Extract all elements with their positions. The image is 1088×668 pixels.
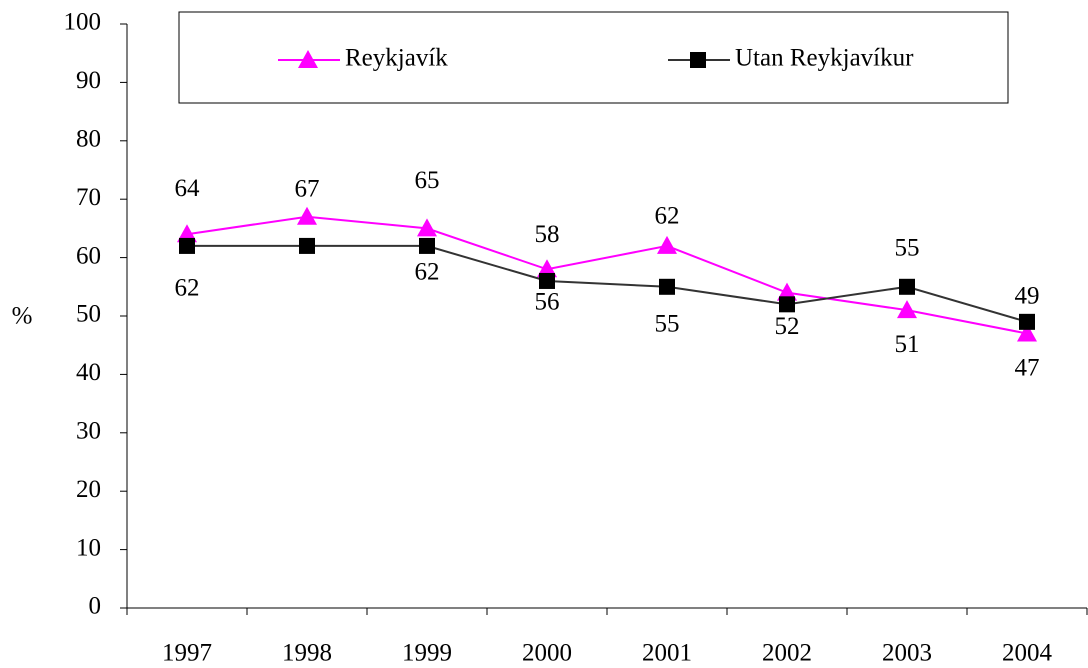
data-label: 58: [535, 221, 560, 248]
data-label: 65: [415, 167, 440, 194]
point: [177, 224, 197, 243]
data-label: 47: [1015, 354, 1040, 381]
data-label: 55: [895, 235, 920, 262]
y-tick-label: 60: [76, 242, 101, 269]
data-label: 67: [295, 175, 320, 202]
point: [419, 237, 435, 254]
legend-marker: [298, 50, 318, 68]
point: [539, 272, 555, 289]
x-tick-label: 1998: [282, 640, 332, 667]
y-tick-label: 0: [89, 593, 102, 620]
point: [537, 259, 557, 278]
y-tick-label: 10: [76, 534, 101, 561]
x-tick-label: 1999: [402, 640, 452, 667]
point: [299, 237, 315, 254]
x-tick-label: 2003: [882, 640, 932, 667]
x-tick-label: 2000: [522, 640, 572, 667]
point: [1019, 313, 1035, 330]
x-tick-label: 2001: [642, 640, 692, 667]
data-label: 62: [175, 275, 200, 302]
series-line: [187, 244, 1028, 323]
data-label: 51: [895, 331, 920, 358]
y-tick-label: 70: [76, 184, 101, 211]
data-label: 56: [535, 289, 560, 316]
y-tick-label: 90: [76, 67, 101, 94]
y-tick-label: 80: [76, 126, 101, 153]
data-label: 49: [1015, 283, 1040, 310]
point: [777, 282, 797, 301]
y-axis-label: %: [12, 303, 33, 330]
point: [1017, 323, 1037, 342]
y-tick-label: 20: [76, 476, 101, 503]
y-tick-label: 40: [76, 359, 101, 386]
y-tick-label: 30: [76, 418, 101, 445]
point: [657, 235, 677, 254]
point: [417, 218, 437, 237]
legend-label: Utan Reykjavíkur: [735, 45, 914, 72]
point: [297, 206, 317, 225]
x-tick-label: 1997: [162, 640, 212, 667]
data-label: 62: [655, 203, 680, 230]
point: [779, 296, 795, 313]
legend-box: [178, 11, 1009, 104]
x-tick-label: 2002: [762, 640, 812, 667]
y-tick-label: 100: [64, 9, 102, 36]
point: [899, 278, 915, 295]
data-label: 52: [775, 313, 800, 340]
x-tick-label: 2004: [1002, 640, 1053, 667]
point: [179, 237, 195, 254]
data-label: 64: [175, 175, 201, 202]
y-tick-label: 50: [76, 301, 101, 328]
series-line: [186, 215, 1028, 335]
data-label: 55: [655, 311, 680, 338]
legend-marker: [690, 52, 706, 68]
point: [659, 278, 675, 295]
legend-label: Reykjavík: [345, 45, 448, 72]
point: [897, 300, 917, 319]
data-label: 62: [415, 259, 440, 286]
